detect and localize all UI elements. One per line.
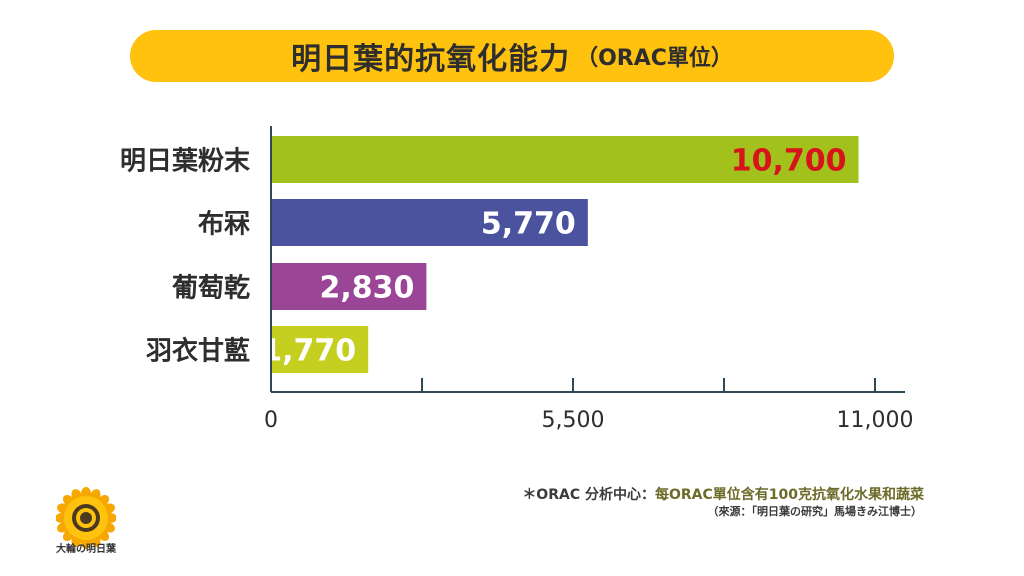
category-label: 明日葉粉末 xyxy=(120,147,251,177)
bar-3 xyxy=(271,263,427,310)
bar-1 xyxy=(271,136,859,183)
category-label: 布冧 xyxy=(198,210,250,240)
category-label: 羽衣甘藍 xyxy=(146,336,250,367)
bar-4 xyxy=(271,326,369,373)
x-tick-label: 11,000 xyxy=(837,408,914,433)
title-banner: 明日葉的抗氧化能力 （ORAC單位） xyxy=(130,30,894,82)
bar-value-label: 2,830 xyxy=(319,271,414,306)
bar-value-label: 5,770 xyxy=(481,207,576,242)
x-tick-label: 0 xyxy=(264,408,278,433)
sunflower-icon xyxy=(56,487,116,549)
footnote-prefix: ＊ORAC 分析中心： xyxy=(522,487,655,503)
footnote: ＊ORAC 分析中心：每ORAC單位含有100克抗氧化水果和蔬菜 xyxy=(522,484,924,504)
bars-group: 10,700 明日葉粉末 5,770 布冧 2,830 葡萄乾 1,770 羽衣甘藍 xyxy=(120,136,859,373)
chart-title: 明日葉的抗氧化能力 xyxy=(291,42,571,77)
footnote-text: 每ORAC單位含有100克抗氧化水果和蔬菜 xyxy=(654,487,924,503)
chart-title-unit: （ORAC單位） xyxy=(576,46,733,71)
bar-value-label: 10,700 xyxy=(731,144,847,179)
source-citation: （來源：「明日葉の研究」馬場きみ江博士） xyxy=(707,505,923,518)
bar-value-label: 1,770 xyxy=(261,334,356,369)
bar-2 xyxy=(271,199,588,246)
x-tick-label: 5,500 xyxy=(542,408,605,433)
logo-text: 大輪の明日葉 xyxy=(56,544,116,555)
category-label: 葡萄乾 xyxy=(172,274,250,304)
x-axis: 0 5,500 11,000 xyxy=(264,126,913,433)
